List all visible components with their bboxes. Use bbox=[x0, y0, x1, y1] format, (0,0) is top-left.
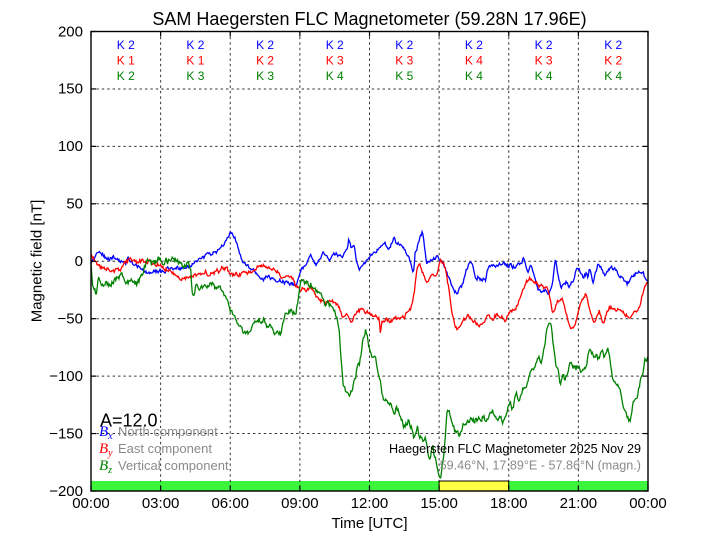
svg-text:Magnetic field [nT]: Magnetic field [nT] bbox=[29, 200, 46, 323]
svg-text:K 2: K 2 bbox=[535, 38, 553, 52]
svg-text:K 3: K 3 bbox=[326, 54, 344, 68]
svg-text:Bx: Bx bbox=[99, 424, 113, 442]
svg-text:K 2: K 2 bbox=[256, 54, 274, 68]
svg-text:03:00: 03:00 bbox=[142, 495, 180, 512]
svg-text:−200: −200 bbox=[49, 483, 83, 500]
svg-text:K 2: K 2 bbox=[117, 69, 135, 83]
svg-text:−100: −100 bbox=[49, 368, 83, 385]
svg-text:−50: −50 bbox=[58, 310, 83, 327]
svg-text:50: 50 bbox=[66, 196, 83, 213]
svg-text:K 4: K 4 bbox=[535, 69, 553, 83]
svg-text:Haegersten FLC Magnetometer 20: Haegersten FLC Magnetometer 2025 Nov 29 bbox=[389, 442, 641, 456]
svg-text:East component: East component bbox=[118, 441, 212, 456]
svg-text:59.46°N, 17.89°E - 57.86°N (ma: 59.46°N, 17.89°E - 57.86°N (magn.) bbox=[440, 459, 641, 473]
svg-text:K 1: K 1 bbox=[117, 54, 135, 68]
svg-text:K 3: K 3 bbox=[186, 69, 204, 83]
svg-text:K 4: K 4 bbox=[465, 54, 483, 68]
svg-text:Vertical component: Vertical component bbox=[118, 458, 229, 473]
svg-text:North component: North component bbox=[118, 424, 218, 439]
svg-text:21:00: 21:00 bbox=[560, 495, 598, 512]
svg-text:A=12.0: A=12.0 bbox=[100, 411, 158, 431]
svg-text:K 2: K 2 bbox=[117, 38, 135, 52]
svg-text:K 2: K 2 bbox=[186, 38, 204, 52]
svg-text:K 4: K 4 bbox=[326, 69, 344, 83]
svg-text:Time [UTC]: Time [UTC] bbox=[331, 515, 407, 532]
svg-text:K 2: K 2 bbox=[395, 38, 413, 52]
svg-text:K 2: K 2 bbox=[604, 54, 622, 68]
svg-text:100: 100 bbox=[58, 138, 83, 155]
svg-text:12:00: 12:00 bbox=[351, 495, 389, 512]
svg-text:K 5: K 5 bbox=[395, 69, 413, 83]
svg-text:Bz: Bz bbox=[99, 458, 112, 476]
svg-text:00:00: 00:00 bbox=[629, 495, 667, 512]
svg-text:SAM Haegersten FLC Magnetomete: SAM Haegersten FLC Magnetometer (59.28N … bbox=[152, 9, 586, 29]
svg-text:200: 200 bbox=[58, 23, 83, 40]
svg-text:K 3: K 3 bbox=[256, 69, 274, 83]
svg-text:09:00: 09:00 bbox=[281, 495, 319, 512]
svg-text:K 2: K 2 bbox=[465, 38, 483, 52]
svg-text:15:00: 15:00 bbox=[420, 495, 458, 512]
svg-text:K 4: K 4 bbox=[604, 69, 622, 83]
svg-text:18:00: 18:00 bbox=[490, 495, 528, 512]
svg-text:−150: −150 bbox=[49, 425, 83, 442]
svg-text:K 1: K 1 bbox=[186, 54, 204, 68]
svg-text:00:00: 00:00 bbox=[72, 495, 110, 512]
svg-text:0: 0 bbox=[75, 253, 83, 270]
svg-text:K 2: K 2 bbox=[256, 38, 274, 52]
svg-text:K 3: K 3 bbox=[395, 54, 413, 68]
svg-text:150: 150 bbox=[58, 81, 83, 98]
svg-text:K 2: K 2 bbox=[604, 38, 622, 52]
svg-text:By: By bbox=[99, 441, 113, 459]
svg-text:06:00: 06:00 bbox=[211, 495, 249, 512]
svg-text:K 3: K 3 bbox=[535, 54, 553, 68]
svg-text:K 2: K 2 bbox=[326, 38, 344, 52]
svg-text:K 4: K 4 bbox=[465, 69, 483, 83]
